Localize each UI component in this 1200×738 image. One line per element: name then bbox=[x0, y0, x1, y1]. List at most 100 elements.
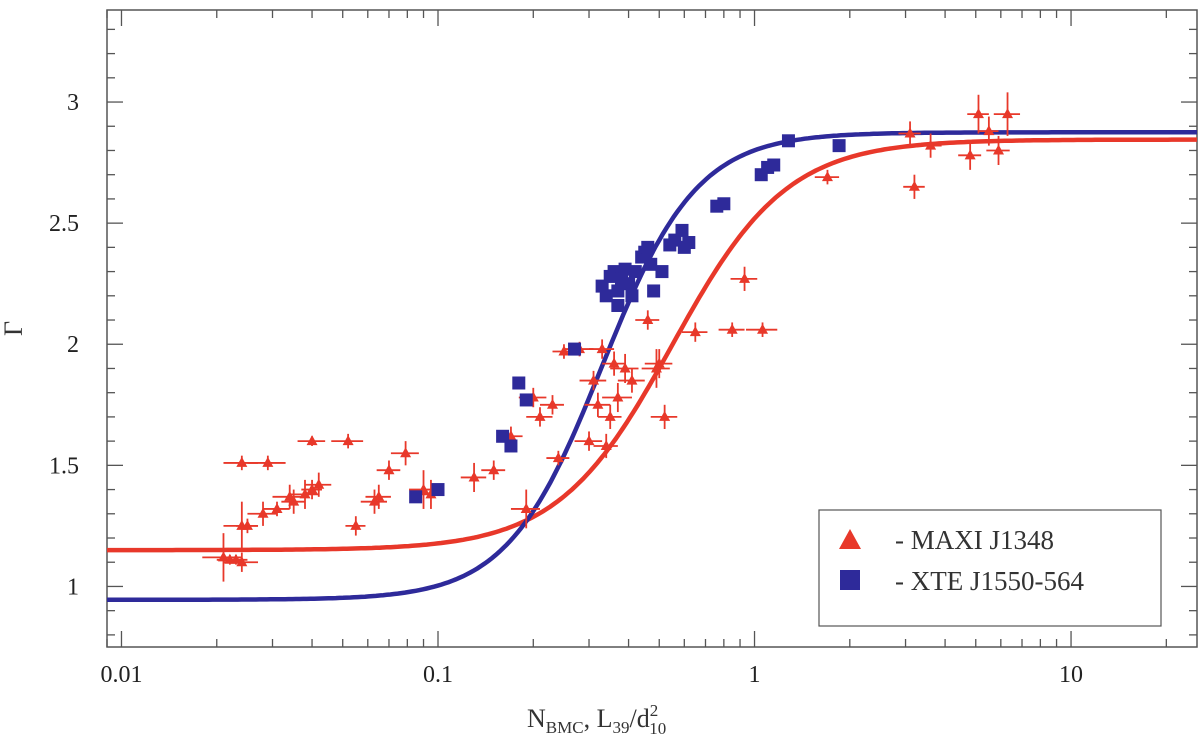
maxi-point bbox=[306, 435, 318, 446]
x-axis-title-d-superscript: 2 bbox=[650, 701, 659, 720]
maxi-point bbox=[588, 374, 600, 385]
maxi-point bbox=[488, 464, 500, 475]
maxi-point bbox=[1002, 108, 1014, 119]
maxi-point bbox=[299, 488, 311, 499]
xte-point bbox=[512, 376, 526, 390]
xte-point bbox=[409, 490, 423, 504]
maxi-point bbox=[659, 410, 671, 421]
maxi-point bbox=[964, 149, 976, 160]
maxi-point bbox=[993, 144, 1005, 155]
axis-tick-labels: 0.01 0.1 1 10 1 1.5 2 2.5 3 bbox=[49, 90, 1083, 688]
xte-point bbox=[781, 134, 795, 148]
y-tick-label: 3 bbox=[67, 90, 79, 116]
maxi-point bbox=[520, 502, 532, 513]
maxi-point bbox=[257, 507, 269, 518]
y-tick-label: 2.5 bbox=[49, 211, 79, 237]
xte-point bbox=[622, 277, 636, 291]
axis-ticks bbox=[106, 10, 1197, 647]
legend-label-maxi: - MAXI J1348 bbox=[895, 525, 1054, 555]
xte-point bbox=[611, 284, 625, 298]
x-tick-label: 0.01 bbox=[100, 662, 142, 688]
maxi-point bbox=[983, 125, 995, 136]
maxi-point bbox=[596, 343, 608, 354]
xte-point bbox=[625, 289, 639, 303]
maxi-point bbox=[217, 551, 229, 562]
maxi-point bbox=[313, 478, 325, 489]
maxi-point bbox=[230, 553, 242, 564]
plot-area-border bbox=[106, 9, 1198, 648]
xte-point bbox=[599, 289, 613, 303]
maxi-point bbox=[972, 108, 984, 119]
xte-point bbox=[647, 284, 661, 298]
xte-point bbox=[431, 483, 445, 497]
x-axis-title: NBMC, L39/d2 10 bbox=[527, 701, 666, 738]
data-points bbox=[202, 92, 1021, 582]
xte-point bbox=[628, 265, 642, 279]
maxi-point bbox=[592, 398, 604, 409]
y-axis-title: Γ bbox=[0, 321, 28, 336]
xte-point bbox=[519, 393, 533, 407]
maxi-point bbox=[383, 464, 395, 475]
x-axis-title-n-subscript: BMC bbox=[546, 718, 584, 737]
maxi-point bbox=[342, 435, 354, 446]
maxi-point bbox=[546, 398, 558, 409]
y-tick-label: 1.5 bbox=[49, 453, 79, 479]
maxi-point bbox=[653, 357, 665, 368]
maxi-point bbox=[925, 139, 937, 150]
maxi-point bbox=[626, 374, 638, 385]
maxi-point bbox=[288, 495, 300, 506]
maxi-point bbox=[608, 357, 620, 368]
maxi-point bbox=[468, 471, 480, 482]
xte-point bbox=[618, 262, 632, 276]
xte-point bbox=[641, 240, 655, 254]
legend-square-marker bbox=[840, 570, 860, 590]
maxi-point bbox=[534, 410, 546, 421]
x-tick-label: 10 bbox=[1059, 662, 1083, 688]
maxi-point bbox=[373, 490, 385, 501]
maxi-point bbox=[236, 556, 248, 567]
maxi-point bbox=[642, 314, 654, 325]
xte-point bbox=[504, 439, 518, 453]
maxi-fit-curve bbox=[107, 137, 1197, 553]
maxi-point bbox=[612, 391, 624, 402]
xte-point bbox=[832, 139, 846, 153]
xte-point bbox=[644, 257, 658, 271]
plot-frame bbox=[106, 9, 1198, 648]
maxi-point bbox=[262, 456, 274, 467]
maxi-point bbox=[350, 519, 362, 530]
maxi-point bbox=[600, 439, 612, 450]
maxi-point bbox=[739, 272, 751, 283]
legend-box bbox=[818, 509, 1162, 627]
x-axis-title-l-subscript: 39 bbox=[612, 718, 629, 737]
xte-point bbox=[717, 197, 731, 211]
y-tick-label: 2 bbox=[67, 332, 79, 358]
maxi-point bbox=[689, 326, 701, 337]
maxi-point bbox=[271, 502, 283, 513]
xte-point bbox=[568, 342, 582, 356]
x-axis-title-d-subscript: 10 bbox=[649, 719, 666, 738]
x-axis-title-d: /d bbox=[629, 704, 649, 733]
xte-point bbox=[675, 223, 689, 237]
maxi-point bbox=[236, 456, 248, 467]
xte-point bbox=[682, 236, 696, 250]
maxi-point bbox=[821, 171, 833, 182]
x-axis-title-l: , L bbox=[584, 704, 613, 733]
legend-label-xte: - XTE J1550-564 bbox=[895, 566, 1084, 596]
x-tick-label: 0.1 bbox=[423, 662, 453, 688]
maxi-point bbox=[757, 323, 769, 334]
maxi-point bbox=[619, 362, 631, 373]
maxi-point bbox=[241, 519, 253, 530]
maxi-point bbox=[552, 452, 564, 463]
xte-point bbox=[767, 158, 781, 172]
maxi-point bbox=[558, 345, 570, 356]
legend-triangle-marker bbox=[839, 529, 861, 549]
maxi-point bbox=[908, 180, 920, 191]
y-tick-label: 1 bbox=[67, 574, 79, 600]
maxi-point bbox=[904, 127, 916, 138]
maxi-point bbox=[604, 410, 616, 421]
maxi-point bbox=[726, 323, 738, 334]
x-tick-label: 1 bbox=[749, 662, 761, 688]
maxi-point bbox=[306, 483, 318, 494]
maxi-point bbox=[583, 435, 595, 446]
